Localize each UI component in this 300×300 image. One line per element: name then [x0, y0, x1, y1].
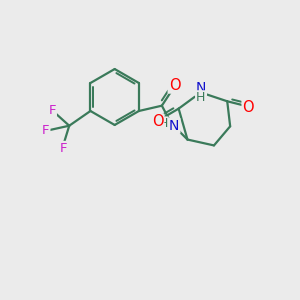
Text: H: H: [158, 117, 168, 130]
Text: F: F: [60, 142, 67, 155]
Text: N: N: [196, 81, 206, 95]
Text: O: O: [152, 114, 163, 129]
Text: H: H: [196, 91, 206, 104]
Text: N: N: [169, 119, 179, 133]
Text: F: F: [42, 124, 50, 136]
Text: F: F: [48, 103, 56, 117]
Text: O: O: [169, 78, 180, 93]
Text: O: O: [243, 100, 254, 115]
